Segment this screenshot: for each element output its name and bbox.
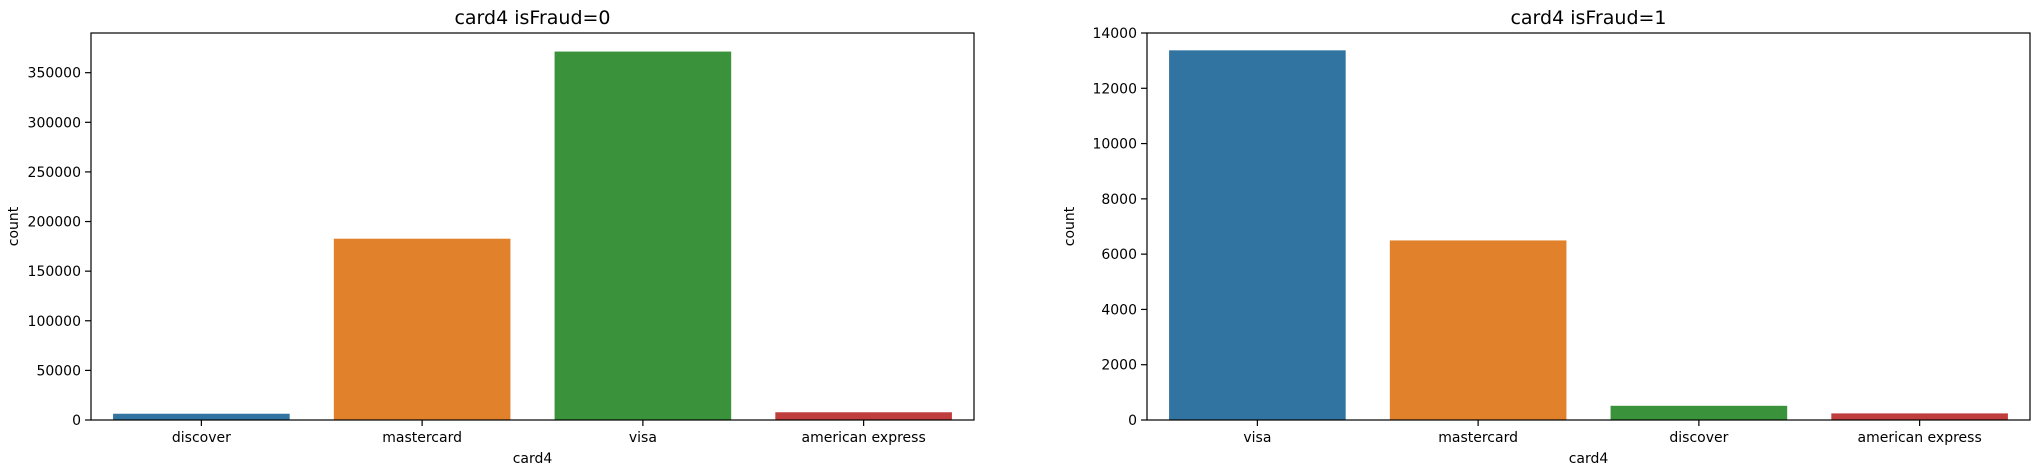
- x-tick-label-american-express: american express: [1857, 430, 1981, 446]
- x-tick-label-visa: visa: [1243, 430, 1271, 446]
- y-tick-label: 300000: [28, 115, 81, 131]
- y-tick-label: 350000: [28, 66, 81, 82]
- axes-frame: [90, 32, 975, 421]
- x-tick-label-mastercard: mastercard: [382, 430, 462, 446]
- chart-title: card4 isFraud=0: [454, 7, 610, 29]
- axes-frame: [1146, 32, 2031, 421]
- bar-visa: [1169, 50, 1346, 421]
- x-tick-label-visa: visa: [629, 430, 657, 446]
- bar-american-express: [1831, 413, 2008, 420]
- bar-mastercard: [333, 238, 511, 420]
- y-tick-label: 50000: [36, 363, 81, 379]
- x-axis-label: card4: [1569, 451, 1609, 467]
- x-axis-label: card4: [513, 451, 553, 467]
- y-tick-label: 200000: [28, 215, 81, 231]
- x-tick-label-discover: discover: [1669, 430, 1728, 446]
- y-tick-label: 10000: [1092, 137, 1137, 153]
- y-tick-label: 0: [72, 413, 81, 429]
- y-tick-label: 2000: [1101, 358, 1137, 374]
- y-tick-label: 4000: [1101, 302, 1137, 318]
- bar-discover: [1610, 405, 1788, 420]
- y-tick-label: 0: [1128, 413, 1137, 429]
- y-tick-label: 100000: [28, 314, 81, 330]
- y-tick-label: 150000: [28, 264, 81, 280]
- chart-title: card4 isFraud=1: [1510, 7, 1666, 29]
- x-tick-label-american-express: american express: [801, 430, 925, 446]
- y-axis-label: count: [6, 206, 22, 246]
- y-tick-label: 250000: [28, 165, 81, 181]
- y-axis-label: count: [1062, 206, 1078, 246]
- bar-visa: [554, 51, 732, 420]
- y-tick-label: 14000: [1092, 26, 1137, 42]
- bar-discover: [113, 413, 290, 420]
- bar-mastercard: [1389, 240, 1567, 420]
- subplot-is-fraud-1: 0 2000 4000 6000 8000 10000 12000 14000 visa mast…: [1062, 7, 2031, 467]
- bar-american-express: [775, 412, 952, 420]
- y-tick-label: 6000: [1101, 247, 1137, 263]
- y-tick-label: 8000: [1101, 192, 1137, 208]
- y-tick-label: 12000: [1092, 81, 1137, 97]
- x-tick-label-mastercard: mastercard: [1438, 430, 1518, 446]
- x-tick-label-discover: discover: [172, 430, 231, 446]
- subplot-is-fraud-0: 0 50000 100000 150000 200000 250000 300000 3500…: [6, 7, 975, 467]
